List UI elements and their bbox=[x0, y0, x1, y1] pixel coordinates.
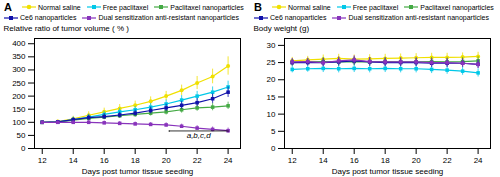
svg-text:200: 200 bbox=[12, 92, 26, 101]
html-text:Normal saline: Normal saline bbox=[288, 3, 331, 11]
svg-text:22: 22 bbox=[193, 156, 202, 165]
svg-text:Days post tumor tissue seeding: Days post tumor tissue seeding bbox=[82, 167, 194, 176]
svg-text:Body weight (g): Body weight (g) bbox=[254, 24, 310, 33]
svg-text:Relative ratio of tumor volume: Relative ratio of tumor volume ( % ) bbox=[4, 24, 130, 33]
svg-text:a,b,c,d: a,b,c,d bbox=[187, 131, 212, 140]
svg-text:300: 300 bbox=[12, 65, 26, 74]
html-text:Free paclitaxel: Free paclitaxel bbox=[352, 3, 399, 11]
svg-text:10: 10 bbox=[267, 110, 276, 119]
svg-text:30: 30 bbox=[267, 41, 276, 50]
svg-text:50: 50 bbox=[17, 131, 26, 140]
svg-text:20: 20 bbox=[162, 156, 171, 165]
html-text:Dual sensitization anti-resist: Dual sensitization anti-resistant nanopa… bbox=[98, 14, 239, 21]
svg-text:150: 150 bbox=[12, 105, 26, 114]
html-text:Ce6 nanoparticles: Ce6 nanoparticles bbox=[20, 14, 77, 21]
svg-text:100: 100 bbox=[12, 118, 26, 127]
html-text:A: A bbox=[4, 1, 12, 13]
svg-text:16: 16 bbox=[100, 156, 109, 165]
svg-text:20: 20 bbox=[412, 156, 421, 165]
svg-text:12: 12 bbox=[38, 156, 47, 165]
svg-text:16: 16 bbox=[350, 156, 359, 165]
html-text:B: B bbox=[254, 1, 262, 13]
html-text:Paclitaxel nanoparticles: Paclitaxel nanoparticles bbox=[420, 3, 494, 11]
svg-text:12: 12 bbox=[288, 156, 297, 165]
svg-text:0: 0 bbox=[21, 144, 26, 153]
svg-text:18: 18 bbox=[381, 156, 390, 165]
svg-text:25: 25 bbox=[267, 58, 276, 67]
svg-text:5: 5 bbox=[271, 127, 276, 136]
html-text:Normal saline: Normal saline bbox=[38, 3, 81, 11]
svg-text:0: 0 bbox=[271, 144, 276, 153]
svg-text:14: 14 bbox=[69, 156, 78, 165]
svg-text:20: 20 bbox=[267, 75, 276, 84]
svg-text:22: 22 bbox=[443, 156, 452, 165]
svg-text:15: 15 bbox=[267, 92, 276, 101]
svg-text:24: 24 bbox=[474, 156, 483, 165]
svg-text:24: 24 bbox=[224, 156, 233, 165]
html-text:Dual sensitization anti-resist: Dual sensitization anti-resistant nanopa… bbox=[348, 14, 489, 21]
svg-text:400: 400 bbox=[12, 39, 26, 48]
html-text:Ce6 nanoparticles: Ce6 nanoparticles bbox=[270, 14, 327, 21]
html-text:Paclitaxel nanoparticles: Paclitaxel nanoparticles bbox=[170, 3, 244, 11]
svg-text:350: 350 bbox=[12, 52, 26, 61]
html-text:Free paclitaxel: Free paclitaxel bbox=[102, 3, 149, 11]
svg-text:Days post tumor tissue seeding: Days post tumor tissue seeding bbox=[332, 167, 444, 176]
svg-text:250: 250 bbox=[12, 79, 26, 88]
svg-text:18: 18 bbox=[131, 156, 140, 165]
svg-text:14: 14 bbox=[319, 156, 328, 165]
